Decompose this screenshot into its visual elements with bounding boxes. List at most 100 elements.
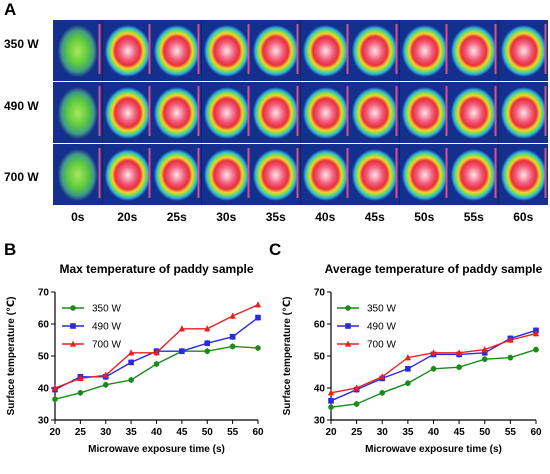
legend-marker xyxy=(344,340,352,347)
y-tick-label: 50 xyxy=(314,352,326,363)
series-line-2 xyxy=(54,304,259,389)
data-point xyxy=(229,334,236,340)
data-point xyxy=(128,359,134,366)
time-label: 40s xyxy=(315,210,336,224)
legend-marker xyxy=(70,305,76,311)
data-point xyxy=(328,398,334,404)
thermal-image xyxy=(102,144,152,205)
thermal-image xyxy=(251,144,301,205)
legend-label: 350 W xyxy=(367,304,396,315)
data-point xyxy=(77,390,84,396)
legend-marker xyxy=(69,340,77,347)
y-tick-label: 30 xyxy=(38,416,50,427)
panel-c-letter: C xyxy=(269,240,282,259)
data-point xyxy=(153,361,160,367)
thermal-image xyxy=(350,82,400,143)
x-tick-label: 40 xyxy=(151,427,163,438)
thermal-image xyxy=(300,20,350,81)
x-tick-label: 50 xyxy=(202,427,214,438)
data-point xyxy=(533,346,539,353)
y-tick-label: 50 xyxy=(38,352,50,363)
data-point xyxy=(328,404,334,410)
data-point xyxy=(153,349,160,356)
data-point xyxy=(204,340,211,346)
thermal-image xyxy=(300,144,350,205)
thermal-image xyxy=(53,82,103,143)
series-line-1 xyxy=(330,329,537,402)
y-tick-label: 40 xyxy=(314,384,326,395)
y-axis-label: Surface temperature (℃) xyxy=(282,297,293,416)
data-point xyxy=(507,354,514,361)
thermal-image xyxy=(152,20,202,81)
data-point xyxy=(481,356,488,362)
x-tick-label: 20 xyxy=(325,427,337,438)
y-axis-label: Surface temperature (℃) xyxy=(6,297,17,416)
legend-label: 490 W xyxy=(92,322,121,333)
legend-label: 490 W xyxy=(367,322,396,333)
data-point xyxy=(102,371,109,378)
data-point xyxy=(430,349,437,356)
thermal-image xyxy=(53,20,103,81)
data-point xyxy=(507,336,514,343)
y-tick-label: 60 xyxy=(314,320,326,331)
x-axis-label: Microwave exposure time (s) xyxy=(365,444,502,455)
row-label-700w: 700 W xyxy=(4,170,39,184)
x-tick-label: 55 xyxy=(505,427,517,438)
thermal-image xyxy=(201,82,251,143)
data-point xyxy=(102,382,109,388)
data-point xyxy=(179,348,185,354)
chart-title: Average temperature of paddy sample xyxy=(325,262,543,276)
x-tick-label: 30 xyxy=(377,427,389,438)
thermal-image xyxy=(152,82,202,143)
legend-marker xyxy=(345,305,351,311)
y-tick-label: 60 xyxy=(38,320,50,331)
thermal-image xyxy=(201,20,251,81)
time-label: 50s xyxy=(414,210,435,224)
data-point xyxy=(456,364,462,370)
data-point xyxy=(532,330,540,337)
data-point xyxy=(405,366,411,372)
data-point xyxy=(127,349,135,356)
thermal-image xyxy=(449,20,499,81)
legend-marker xyxy=(70,323,76,329)
data-point xyxy=(204,348,211,354)
x-tick-label: 50 xyxy=(479,427,491,438)
data-point xyxy=(455,349,463,356)
thermal-row-350w xyxy=(53,20,548,81)
y-tick-label: 70 xyxy=(314,288,326,299)
series-line-0 xyxy=(330,348,537,408)
x-tick-label: 60 xyxy=(530,427,542,438)
data-point xyxy=(255,345,261,351)
data-point xyxy=(405,380,411,386)
x-tick-label: 40 xyxy=(428,427,440,438)
legend-label: 350 W xyxy=(92,304,121,315)
thermal-image xyxy=(251,20,301,81)
x-tick-label: 35 xyxy=(126,427,138,438)
legend-label: 700 W xyxy=(367,340,396,351)
time-label: 20s xyxy=(117,210,138,224)
thermal-image xyxy=(399,82,449,143)
panel-b-letter: B xyxy=(4,240,17,259)
x-tick-label: 25 xyxy=(75,427,87,438)
time-label: 0s xyxy=(71,210,85,224)
time-label: 25s xyxy=(166,210,187,224)
data-point xyxy=(353,401,360,407)
thermal-image xyxy=(350,144,400,205)
thermal-image xyxy=(399,144,449,205)
thermal-row-490w xyxy=(53,82,548,143)
series-line-2 xyxy=(330,332,537,394)
thermal-image xyxy=(498,20,548,81)
legend-label: 700 W xyxy=(92,340,121,351)
x-tick-label: 45 xyxy=(176,427,188,438)
thermal-row-700w xyxy=(53,144,548,205)
legend-marker xyxy=(345,323,351,329)
time-label: 45s xyxy=(364,210,385,224)
thermal-image xyxy=(300,82,350,143)
x-tick-label: 60 xyxy=(252,427,264,438)
data-point xyxy=(379,390,386,396)
data-point xyxy=(178,325,186,332)
data-point xyxy=(404,354,412,361)
data-point xyxy=(128,377,134,383)
chart-title: Max temperature of paddy sample xyxy=(59,262,253,276)
max-temperature-chart: Max temperature of paddy sample 30 40 50 60 7… xyxy=(6,262,264,455)
